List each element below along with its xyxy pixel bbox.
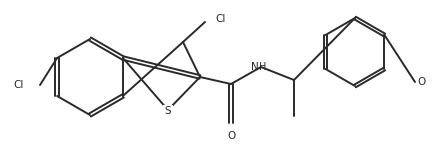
Text: S: S — [165, 106, 171, 116]
Text: O: O — [417, 77, 425, 87]
Text: Cl: Cl — [215, 14, 225, 24]
Text: Cl: Cl — [13, 80, 23, 90]
Text: H: H — [259, 62, 266, 72]
Text: O: O — [227, 131, 235, 141]
Text: N: N — [251, 62, 259, 72]
